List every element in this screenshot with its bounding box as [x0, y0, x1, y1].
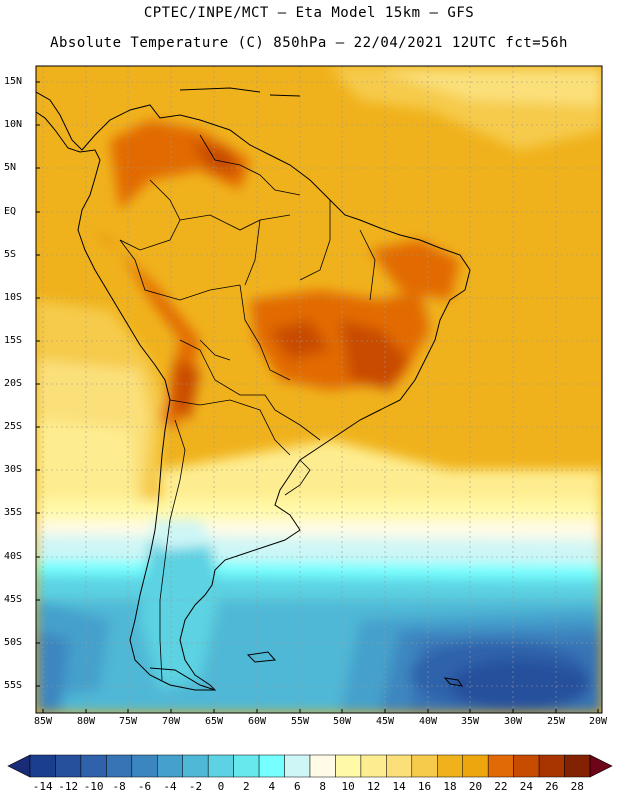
graticule	[36, 66, 602, 713]
colorbar-label: 12	[367, 780, 381, 793]
lat-label: 30S	[4, 464, 23, 475]
colorbar-label: -14	[32, 780, 53, 793]
colorbar-label: 0	[217, 780, 225, 793]
colorbar-swatch	[284, 754, 311, 778]
lon-label: 65W	[204, 716, 224, 727]
lat-label: 10S	[4, 292, 23, 303]
colorbar-label: 10	[341, 780, 355, 793]
lon-label: 25W	[546, 716, 566, 727]
colorbar-high-arrow	[589, 754, 613, 778]
colorbar-label: 28	[570, 780, 584, 793]
colorbar-swatch	[309, 754, 336, 778]
lat-label: 15S	[4, 335, 23, 346]
lat-label: 40S	[4, 551, 23, 562]
colorbar-label: -10	[83, 780, 104, 793]
colorbar-swatch	[106, 754, 133, 778]
colorbar-label: 22	[494, 780, 508, 793]
lon-label: 35W	[460, 716, 480, 727]
coastline	[36, 87, 471, 691]
colorbar-swatch	[258, 754, 285, 778]
colorbar-label: -12	[58, 780, 79, 793]
temperature-field	[36, 66, 602, 713]
colorbar-swatch	[487, 754, 514, 778]
lon-label: 55W	[290, 716, 310, 727]
lat-label: 20S	[4, 378, 23, 389]
colorbar	[7, 754, 613, 778]
lon-label: 40W	[418, 716, 438, 727]
colorbar-swatch	[29, 754, 56, 778]
colorbar-label: 26	[545, 780, 559, 793]
lat-label: 55S	[4, 680, 23, 691]
colorbar-swatch	[462, 754, 489, 778]
lon-label: 45W	[375, 716, 395, 727]
chart-title-line1: CPTEC/INPE/MCT – Eta Model 15km – GFS	[143, 5, 475, 21]
lat-label: 25S	[4, 421, 23, 432]
lat-label: EQ	[4, 206, 17, 217]
lat-label: 35S	[4, 507, 23, 518]
lon-label: 60W	[247, 716, 267, 727]
lat-label: 5S	[4, 249, 17, 260]
colorbar-label: -2	[188, 780, 203, 793]
colorbar-label: 4	[268, 780, 276, 793]
colorbar-swatch	[207, 754, 234, 778]
country-borders	[119, 134, 376, 681]
colorbar-label: -8	[112, 780, 126, 793]
colorbar-swatch	[182, 754, 209, 778]
colorbar-label: 20	[468, 780, 483, 793]
colorbar-label: 14	[392, 780, 406, 793]
colorbar-swatch	[386, 754, 413, 778]
lon-label: 20W	[588, 716, 608, 727]
colorbar-label: 2	[243, 780, 250, 793]
colorbar-swatch	[437, 754, 463, 778]
map-frame	[35, 65, 603, 714]
colorbar-swatch	[157, 754, 183, 778]
colorbar-swatch	[564, 754, 591, 778]
lon-label: 80W	[76, 716, 96, 727]
lat-label: 45S	[4, 594, 23, 605]
colorbar-swatch	[335, 754, 362, 778]
lon-label: 70W	[161, 716, 181, 727]
colorbar-label: -4	[163, 780, 177, 793]
lon-label: 50W	[332, 716, 352, 727]
lon-label: 30W	[503, 716, 523, 727]
lat-label: 50S	[4, 637, 23, 648]
colorbar-label: 18	[443, 780, 457, 793]
lat-label: 5N	[4, 162, 17, 173]
colorbar-swatch	[360, 754, 387, 778]
axis-ticks	[36, 81, 599, 713]
colorbar-low-arrow	[7, 754, 31, 778]
colorbar-label: 6	[293, 780, 301, 793]
colorbar-swatch	[513, 754, 540, 778]
chart-title-line2: Absolute Temperature (C) 850hPa – 22/04/…	[50, 35, 568, 51]
colorbar-swatch	[131, 754, 158, 778]
colorbar-label: 16	[417, 780, 432, 793]
colorbar-label: -6	[137, 780, 152, 793]
colorbar-swatch	[80, 754, 107, 778]
colorbar-label: 8	[319, 780, 327, 793]
lat-label: 10N	[4, 119, 23, 130]
lon-label: 85W	[33, 716, 53, 727]
colorbar-swatch	[538, 754, 565, 778]
colorbar-swatch	[233, 754, 260, 778]
colorbar-swatch	[411, 754, 438, 778]
colorbar-label: 24	[519, 780, 533, 793]
colorbar-swatch	[55, 754, 82, 778]
lat-label: 15N	[4, 76, 23, 87]
lon-label: 75W	[118, 716, 138, 727]
